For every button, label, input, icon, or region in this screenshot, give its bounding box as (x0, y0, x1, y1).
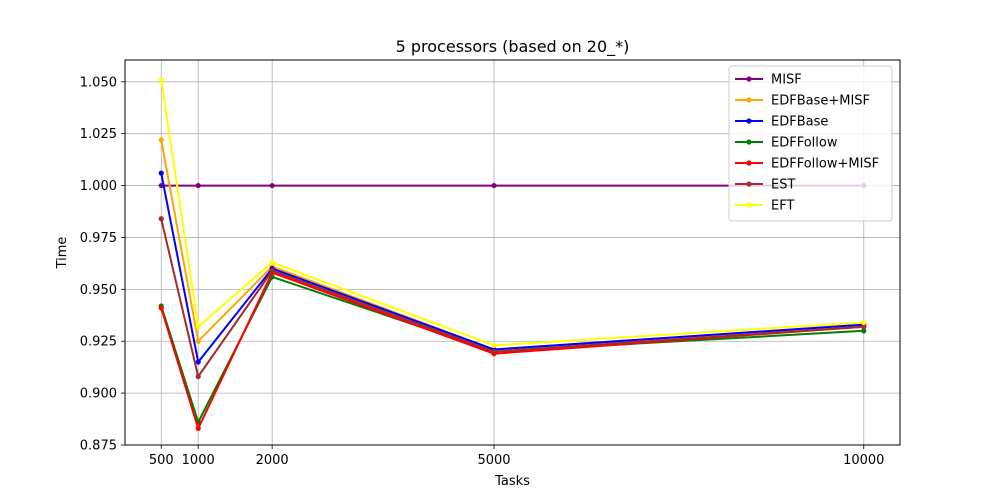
data-point-eft (269, 259, 275, 265)
data-point-est (269, 268, 275, 274)
y-axis-title: Time (55, 237, 70, 270)
legend-label-eft: EFT (771, 199, 794, 214)
data-point-edffollow (861, 328, 867, 334)
data-point-edfbase-misf (158, 137, 164, 143)
legend-label-misf: MISF (771, 73, 802, 88)
axes: 500 1000 2000 5000 10000 0.875 0.900 0.925 0.950… (80, 75, 885, 468)
x-tick-label: 1000 (182, 453, 215, 468)
y-tick-label: 0.900 (80, 387, 117, 402)
y-tick-label: 0.875 (80, 439, 117, 454)
legend-marker-eft (746, 202, 752, 208)
legend-marker-edffollow-misf (746, 160, 752, 166)
legend-label-edffollow-misf: EDFFollow+MISF (771, 157, 879, 172)
data-point-misf (269, 182, 275, 189)
y-tick-label: 0.950 (80, 283, 117, 298)
x-tick-label: 2000 (256, 453, 289, 468)
series-layer (158, 77, 867, 431)
legend-box (728, 65, 893, 222)
data-point-edffollow-misf (158, 305, 164, 311)
data-point-eft (195, 324, 201, 330)
data-point-est (158, 216, 164, 222)
data-point-eft (491, 342, 497, 348)
legend-marker-edfbase (746, 118, 752, 124)
x-tick-label: 10000 (843, 453, 884, 468)
data-point-eft (861, 319, 867, 326)
data-point-edffollow-misf (195, 425, 201, 431)
plot-frame (124, 59, 901, 446)
legend-label-edffollow: EDFFollow (771, 136, 838, 151)
data-point-edfbase (158, 170, 164, 176)
legend-marker-misf (746, 76, 752, 82)
y-tick-label: 0.925 (80, 335, 117, 350)
legend-label-edfbase: EDFBase (771, 115, 828, 130)
data-point-misf (491, 182, 497, 189)
legend-marker-edfbase-misf (746, 97, 752, 103)
data-point-est (861, 324, 867, 330)
chart-title: 5 processors (based on 20_*) (396, 37, 630, 57)
legend-label-edfbase-misf: EDFBase+MISF (771, 94, 870, 109)
x-tick-label: 5000 (477, 453, 510, 468)
data-point-est (491, 349, 497, 355)
data-point-misf (195, 182, 201, 189)
y-tick-label: 0.975 (80, 231, 117, 246)
legend-marker-est (746, 181, 752, 187)
data-point-edfbase (195, 359, 201, 365)
x-axis-title: Tasks (494, 474, 530, 489)
data-point-est (195, 373, 201, 380)
legend-label-est: EST (771, 178, 795, 193)
legend: MISF EDFBase+MISF EDFBase EDFFollow EDFFollo… (728, 65, 893, 222)
legend-marker-edffollow (746, 139, 752, 145)
data-point-eft (158, 77, 164, 83)
x-tick-label: 500 (149, 453, 174, 468)
y-tick-label: 1.000 (80, 179, 117, 194)
y-tick-label: 1.050 (80, 75, 117, 90)
data-point-edfbase-misf (195, 338, 201, 344)
y-tick-label: 1.025 (80, 127, 117, 142)
